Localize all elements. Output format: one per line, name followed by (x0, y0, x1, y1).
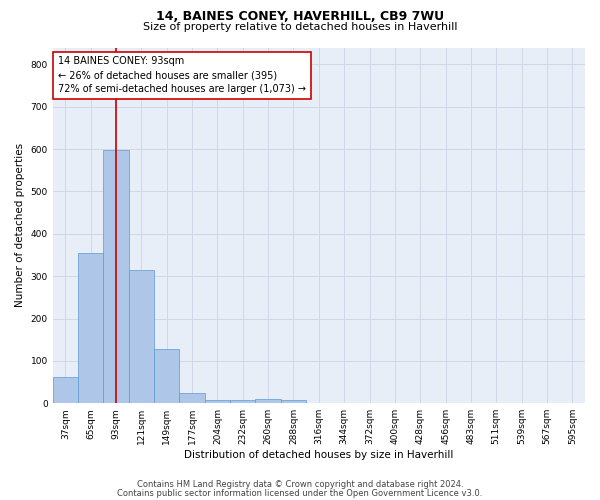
Text: Contains public sector information licensed under the Open Government Licence v3: Contains public sector information licen… (118, 488, 482, 498)
Bar (230, 400, 256, 403)
Text: Contains HM Land Registry data © Crown copyright and database right 2024.: Contains HM Land Registry data © Crown c… (137, 480, 463, 489)
Text: 14, BAINES CONEY, HAVERHILL, CB9 7WU: 14, BAINES CONEY, HAVERHILL, CB9 7WU (156, 10, 444, 23)
X-axis label: Distribution of detached houses by size in Haverhill: Distribution of detached houses by size … (184, 450, 454, 460)
Bar (154, 349, 179, 403)
Text: Size of property relative to detached houses in Haverhill: Size of property relative to detached ho… (143, 22, 457, 32)
Bar (205, 400, 230, 403)
Bar (129, 270, 154, 403)
Bar (103, 150, 129, 403)
Bar (179, 392, 205, 403)
Bar (53, 377, 78, 403)
Y-axis label: Number of detached properties: Number of detached properties (15, 144, 25, 308)
Text: 14 BAINES CONEY: 93sqm
← 26% of detached houses are smaller (395)
72% of semi-de: 14 BAINES CONEY: 93sqm ← 26% of detached… (58, 56, 306, 94)
Bar (256, 399, 281, 403)
Bar (281, 400, 306, 403)
Bar (78, 253, 103, 403)
